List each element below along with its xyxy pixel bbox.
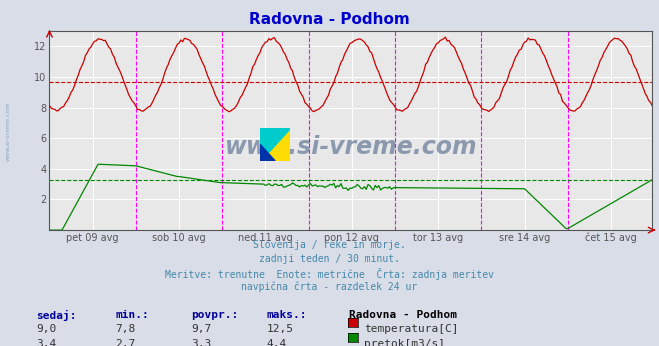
Text: maks.:: maks.: (267, 310, 307, 320)
Text: sedaj:: sedaj: (36, 310, 76, 321)
Text: Meritve: trenutne  Enote: metrične  Črta: zadnja meritev: Meritve: trenutne Enote: metrične Črta: … (165, 268, 494, 280)
Text: min.:: min.: (115, 310, 149, 320)
Text: 12,5: 12,5 (267, 324, 294, 334)
Text: zadnji teden / 30 minut.: zadnji teden / 30 minut. (259, 254, 400, 264)
Text: Radovna - Podhom: Radovna - Podhom (349, 310, 457, 320)
Polygon shape (260, 128, 290, 161)
Text: 3,4: 3,4 (36, 339, 57, 346)
Text: Radovna - Podhom: Radovna - Podhom (249, 12, 410, 27)
Text: 9,7: 9,7 (191, 324, 212, 334)
Text: www.si-vreme.com: www.si-vreme.com (5, 102, 11, 161)
Text: temperatura[C]: temperatura[C] (364, 324, 458, 334)
Text: 7,8: 7,8 (115, 324, 136, 334)
Text: 2,7: 2,7 (115, 339, 136, 346)
Text: 4,4: 4,4 (267, 339, 287, 346)
Text: navpična črta - razdelek 24 ur: navpična črta - razdelek 24 ur (241, 282, 418, 292)
Text: pretok[m3/s]: pretok[m3/s] (364, 339, 445, 346)
Text: www.si-vreme.com: www.si-vreme.com (225, 135, 477, 158)
Text: 9,0: 9,0 (36, 324, 57, 334)
Text: 3,3: 3,3 (191, 339, 212, 346)
Text: Slovenija / reke in morje.: Slovenija / reke in morje. (253, 240, 406, 251)
Text: povpr.:: povpr.: (191, 310, 239, 320)
Polygon shape (260, 128, 290, 161)
Polygon shape (260, 145, 275, 161)
